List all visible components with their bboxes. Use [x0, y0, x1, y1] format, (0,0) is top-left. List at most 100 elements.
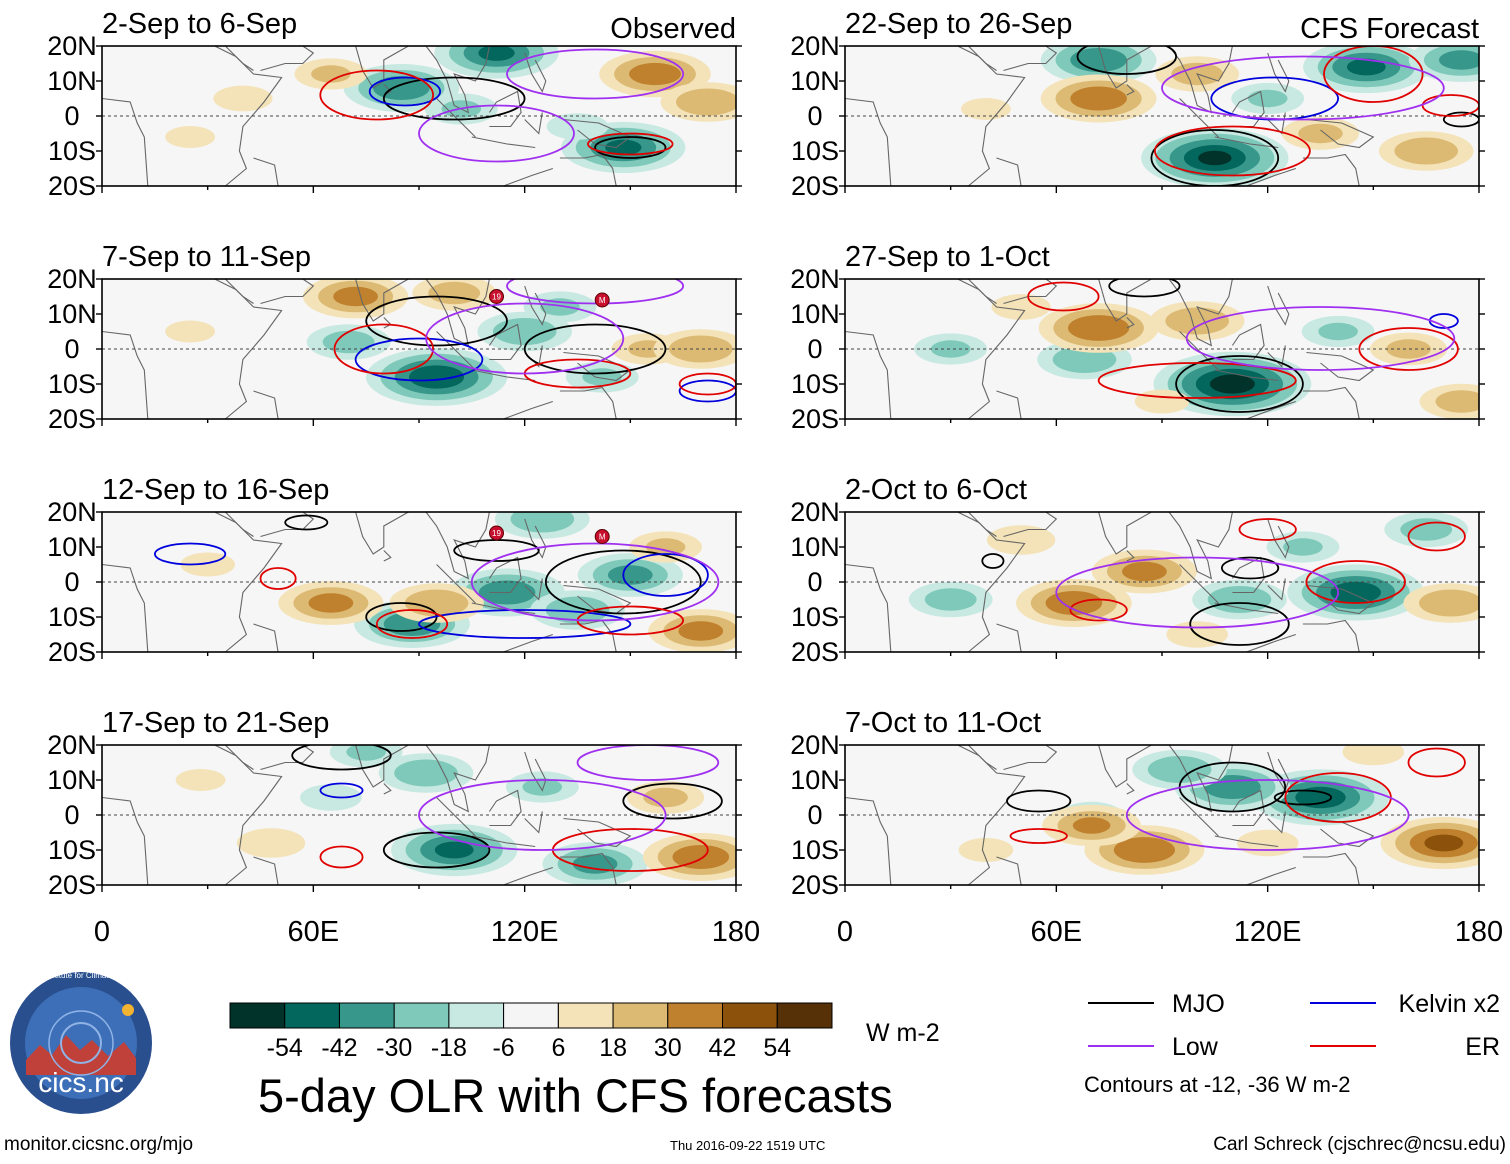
coastline [1306, 118, 1375, 149]
contour-purple-8 [576, 745, 720, 781]
contour-purple-8 [1161, 55, 1445, 121]
y-tick-label: 10N [47, 765, 97, 795]
colorbar-swatch [612, 1002, 669, 1029]
panel-period: 27-Sep to 1-Oct [845, 241, 1050, 273]
y-tick-label: 10S [791, 835, 839, 865]
y-tick-label: 0 [64, 334, 79, 364]
coastline [1302, 386, 1360, 419]
x-tick-label: 0 [837, 916, 853, 948]
olr-anomaly-3 [378, 753, 474, 793]
contour-purple-7 [1185, 306, 1456, 371]
coastline [503, 866, 553, 885]
coastline [1168, 279, 1233, 347]
contour-purple-8 [425, 302, 625, 375]
coastline [425, 279, 490, 347]
coastline [1246, 633, 1296, 652]
contour-red-4 [1069, 598, 1128, 622]
olr-level [492, 318, 557, 345]
colorbar-label: -6 [492, 1034, 514, 1062]
olr-level [394, 759, 458, 787]
coastline [1302, 619, 1360, 652]
olr-level [678, 621, 724, 641]
coastline [967, 745, 997, 770]
coastline [334, 512, 410, 555]
contour-blue-4 [319, 782, 364, 799]
y-tick-label: 20N [47, 497, 97, 527]
olr-anomaly-10 [961, 98, 1011, 120]
logo-ring-text: Cooperative Institute for Climate and Sa… [0, 971, 163, 980]
panel-period: 2-Oct to 6-Oct [845, 474, 1027, 506]
y-tick-label: 0 [64, 567, 79, 597]
olr-level [1209, 374, 1255, 394]
y-tick-label: 0 [64, 800, 79, 830]
x-tick-label: 180 [1455, 916, 1503, 948]
olr-anomaly-9 [1281, 117, 1360, 150]
y-tick-label: 0 [807, 101, 822, 131]
panel-period: 22-Sep to 26-Sep [845, 8, 1072, 40]
olr-level [1295, 786, 1346, 809]
legend-entry-kelvin-x2: Kelvin x2 [1310, 990, 1500, 1018]
olr-anomaly-10 [1134, 389, 1190, 414]
olr-level [333, 286, 378, 307]
y-tick-label: 20N [790, 31, 840, 61]
coastline [102, 97, 149, 186]
olr-anomaly-6 [278, 581, 384, 625]
olr-anomaly-2 [434, 46, 559, 79]
coastline [1077, 279, 1153, 322]
coastline [488, 90, 522, 128]
coastline [102, 563, 149, 652]
contour-blue-3 [354, 337, 484, 382]
coastline [1126, 317, 1135, 329]
storm-label: M [599, 296, 606, 305]
coastline [1179, 564, 1219, 604]
olr-anomaly-1 [391, 823, 518, 877]
olr-anomaly-5 [1038, 303, 1159, 353]
storm-marker-2: M [594, 529, 610, 544]
olr-level [645, 538, 686, 556]
olr-level [1298, 123, 1343, 144]
coastline [1231, 556, 1265, 594]
colorbar-label: 54 [763, 1034, 791, 1062]
olr-anomaly-5 [495, 512, 590, 539]
olr-level [1439, 50, 1479, 70]
olr-anomaly-2 [1192, 579, 1287, 620]
colorbar-label: -42 [321, 1034, 357, 1062]
contour-black-2 [622, 782, 723, 820]
contour-black-2 [1076, 46, 1177, 75]
olr-level [1400, 518, 1453, 541]
olr-anomaly-7 [1042, 804, 1141, 847]
olr-anomaly-8 [412, 279, 497, 311]
coastline [1231, 789, 1265, 827]
olr-anomaly-6 [1016, 579, 1132, 627]
contour-black-2 [523, 323, 667, 375]
olr-level [213, 85, 273, 112]
olr-level [1207, 586, 1272, 613]
olr-level [434, 841, 474, 859]
coastline [1231, 323, 1265, 361]
olr-level [311, 65, 351, 83]
olr-level [643, 787, 688, 808]
coastline [253, 390, 279, 419]
y-tick-label: 10N [790, 66, 840, 96]
olr-level [308, 593, 354, 613]
contour-blue-7 [154, 542, 227, 566]
olr-level [478, 46, 515, 61]
coastline [1077, 512, 1153, 555]
coastline [1246, 167, 1296, 186]
olr-anomaly-9 [991, 294, 1051, 320]
contour-black-3 [291, 745, 392, 771]
olr-level [605, 139, 642, 156]
coastline [967, 46, 997, 71]
storm-marker-1: 19 [489, 525, 504, 541]
footer-timestamp: Thu 2016-09-22 1519 UTC [670, 1138, 825, 1153]
coastline [524, 52, 547, 93]
contour-purple-6 [418, 104, 575, 163]
coastline [260, 46, 315, 72]
coastline [563, 351, 632, 382]
y-tick-label: 10N [790, 299, 840, 329]
contour-red-4 [319, 69, 435, 121]
legend-note: Contours at -12, -36 W m-2 [1084, 1072, 1351, 1097]
coastline [488, 789, 522, 827]
